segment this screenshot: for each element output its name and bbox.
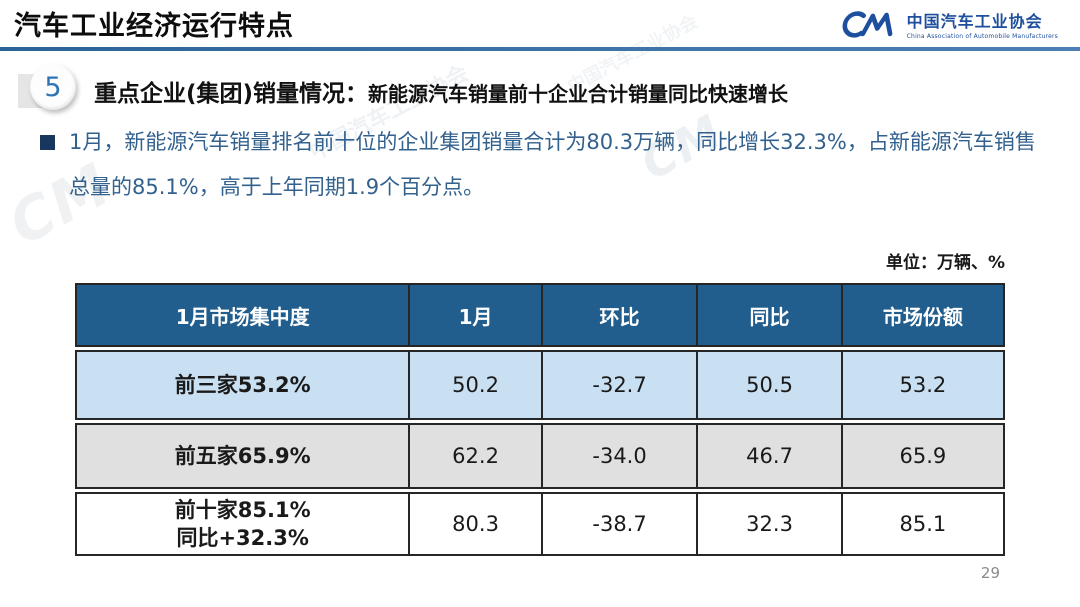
row-label-cell: 前五家65.9% [77,425,411,487]
value-cell: 50.2 [410,352,543,418]
value-cell: 32.3 [698,494,843,554]
section-title-line: 重点企业(集团)销量情况：新能源汽车销量前十企业合计销量同比快速增长 [94,62,1068,108]
row-label: 前十家85.1% [174,497,311,522]
page-title: 汽车工业经济运行特点 [14,11,294,42]
section-number: 5 [44,71,62,103]
table-row: 前十家85.1% 同比+32.3% 80.3 -38.7 32.3 85.1 [75,492,1005,556]
value-cell: -38.7 [543,494,699,554]
row-label: 前三家53.2% [174,372,311,397]
table-row: 前五家65.9% 62.2 -34.0 46.7 65.9 [75,423,1005,489]
section-subtitle: 新能源汽车销量前十企业合计销量同比快速增长 [368,82,789,106]
section-heading: 5 重点企业(集团)销量情况：新能源汽车销量前十企业合计销量同比快速增长 [18,62,1068,120]
page-number: 29 [980,564,1000,582]
value-cell: -34.0 [543,425,699,487]
header-cell-january: 1月 [410,285,543,345]
value-cell: 65.9 [899,444,947,468]
bullet-paragraph: 1月，新能源汽车销量排名前十位的企业集团销量合计为80.3万辆，同比增长32.3… [40,120,1052,210]
section-number-badge: 5 [30,64,76,110]
value-cell: 53.2 [899,373,947,397]
concentration-table: 1月市场集中度 1月 环比 同比 市场份额 前三家53.2% 50.2 -32.… [75,283,1005,556]
value-cell: -32.7 [543,352,699,418]
header-cell-concentration: 1月市场集中度 [77,285,411,345]
value-cell: 85.1 [899,512,947,536]
bullet-text: 1月，新能源汽车销量排名前十位的企业集团销量合计为80.3万辆，同比增长32.3… [69,130,1036,199]
row-label-cell: 前十家85.1% 同比+32.3% [77,494,411,554]
value-cell: 80.3 [410,494,543,554]
caam-logo-icon [842,11,893,38]
caam-logo-text: 中国汽车工业协会 China Association of Automobile… [907,8,1058,40]
row-label-cell: 前三家53.2% [77,352,411,418]
logo-name-cn: 中国汽车工业协会 [906,12,1043,31]
table-row: 前三家53.2% 50.2 -32.7 50.5 53.2 [75,350,1005,420]
header-cell-yoy: 同比 [698,285,843,345]
table-header-row: 1月市场集中度 1月 环比 同比 市场份额 [75,283,1005,347]
title-divider [0,47,1080,51]
section-title: 重点企业(集团)销量情况： [94,81,369,107]
unit-label: 单位：万辆、% [885,253,1005,273]
caam-logo: 中国汽车工业协会 China Association of Automobile… [841,8,1058,40]
logo-name-en: China Association of Automobile Manufact… [906,33,1058,40]
value-cell: 50.5 [698,352,843,418]
row-label: 前五家65.9% [174,443,311,468]
value-cell: 46.7 [698,425,843,487]
row-label-line2: 同比+32.3% [176,526,309,550]
bullet-icon [40,135,55,150]
header-cell-mom: 环比 [543,285,699,345]
header-cell-market-share: 市场份额 [882,304,963,329]
value-cell: 62.2 [410,425,543,487]
